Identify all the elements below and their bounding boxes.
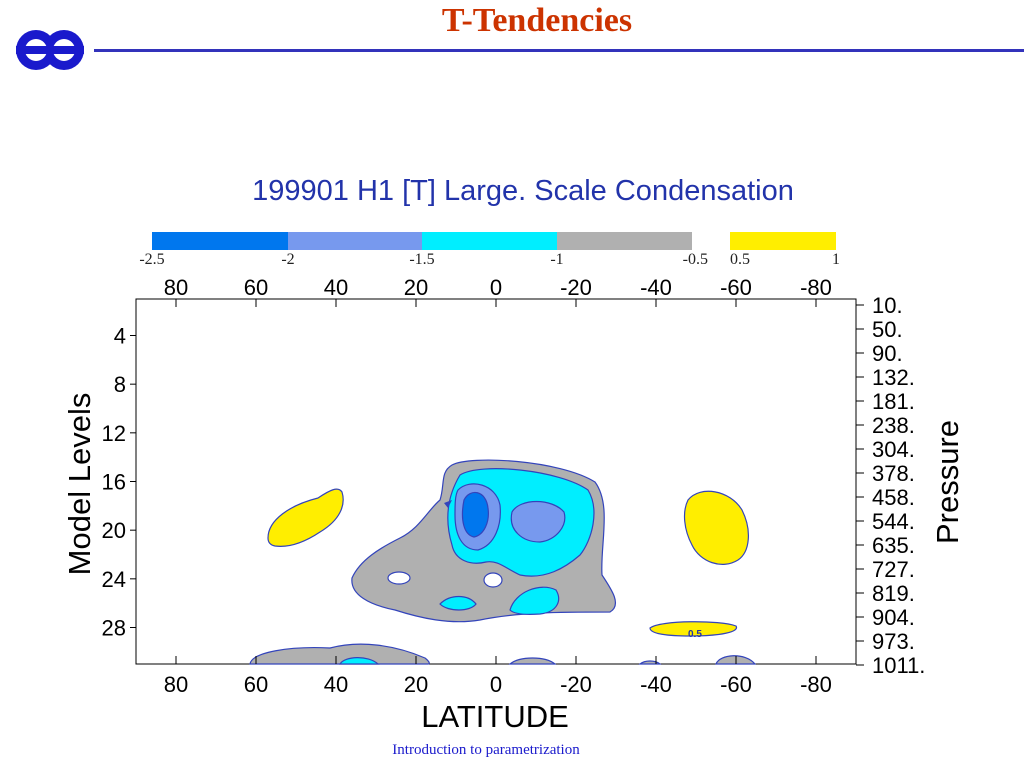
colorbar-tick-label: -2.5 bbox=[139, 251, 164, 268]
x-tick-label: 20 bbox=[404, 672, 428, 697]
x-tick-label: -80 bbox=[800, 275, 832, 300]
contour-label: 0.5 bbox=[688, 629, 702, 640]
x-tick-label: -40 bbox=[640, 275, 672, 300]
ecmwf-logo bbox=[16, 30, 84, 70]
slide-footer: Introduction to parametrization bbox=[392, 742, 580, 758]
y-tick-label: 16 bbox=[102, 470, 126, 495]
colorbar-swatch bbox=[557, 232, 692, 250]
colorbar-swatch bbox=[152, 232, 288, 250]
pressure-tick-label: 181. bbox=[872, 389, 915, 414]
x-tick-label: 40 bbox=[324, 672, 348, 697]
contour-hole bbox=[483, 572, 503, 588]
x-tick-label: 80 bbox=[164, 275, 188, 300]
contour-marker bbox=[444, 500, 452, 508]
pressure-tick-label: 132. bbox=[872, 365, 915, 390]
colorbar-swatch bbox=[730, 232, 836, 250]
colorbar-swatch bbox=[288, 232, 422, 250]
colorbar: -2.5 -2 -1.5 -1 -0.5 0.5 1 bbox=[139, 232, 840, 268]
y-tick-label: 8 bbox=[114, 372, 126, 397]
y-tick-label: 12 bbox=[102, 421, 126, 446]
y-axis-left-label: Model Levels bbox=[62, 393, 97, 576]
x-tick-label: -60 bbox=[720, 672, 752, 697]
x-tick-label: -20 bbox=[560, 275, 592, 300]
pressure-tick-label: 635. bbox=[872, 533, 915, 558]
contour-hole bbox=[387, 571, 411, 585]
y-axis-right-label: Pressure bbox=[930, 420, 965, 544]
x-tick-label: 60 bbox=[244, 275, 268, 300]
contour-region bbox=[509, 586, 560, 615]
pressure-tick-label: 1011. bbox=[872, 653, 925, 678]
x-tick-label: -20 bbox=[560, 672, 592, 697]
pressure-tick-label: 904. bbox=[872, 605, 915, 630]
contour-region bbox=[510, 501, 566, 543]
x-tick-label: 0 bbox=[490, 672, 502, 697]
x-tick-label: 80 bbox=[164, 672, 188, 697]
title-rule bbox=[94, 49, 1024, 52]
contour-region bbox=[461, 491, 489, 538]
x-tick-label: 40 bbox=[324, 275, 348, 300]
pressure-tick-label: 973. bbox=[872, 629, 915, 654]
y-tick-label: 28 bbox=[102, 616, 126, 641]
pressure-tick-label: 90. bbox=[872, 341, 903, 366]
x-tick-label: -80 bbox=[800, 672, 832, 697]
colorbar-tick-label: 0.5 bbox=[730, 251, 750, 268]
contour-region bbox=[508, 657, 557, 665]
x-axis-top: 80 60 40 20 0 -20 -40 -60 -80 bbox=[164, 275, 832, 307]
contour-region bbox=[683, 490, 749, 565]
y-tick-label: 24 bbox=[102, 567, 126, 592]
colorbar-tick-label: 1 bbox=[832, 251, 840, 268]
colorbar-swatch bbox=[422, 232, 557, 250]
y-tick-label: 20 bbox=[102, 518, 126, 543]
contour-region bbox=[267, 488, 344, 547]
colorbar-tick-label: -0.5 bbox=[683, 251, 708, 268]
x-tick-label: -40 bbox=[640, 672, 672, 697]
pressure-tick-label: 10. bbox=[872, 293, 903, 318]
contour-regions bbox=[249, 459, 757, 665]
pressure-tick-label: 458. bbox=[872, 485, 915, 510]
contour-region bbox=[439, 595, 477, 611]
pressure-tick-label: 378. bbox=[872, 461, 915, 486]
contour-region bbox=[649, 621, 738, 637]
contour-region bbox=[249, 643, 430, 665]
pressure-tick-label: 544. bbox=[872, 509, 915, 534]
pressure-tick-label: 727. bbox=[872, 557, 915, 582]
x-tick-label: 0 bbox=[490, 275, 502, 300]
colorbar-tick-label: -2 bbox=[281, 251, 294, 268]
contour-region bbox=[638, 660, 662, 665]
y-axis-left: 4 8 12 16 20 24 28 bbox=[102, 324, 136, 641]
x-tick-label: -60 bbox=[720, 275, 752, 300]
colorbar-tick-label: -1 bbox=[550, 251, 563, 268]
y-tick-label: 4 bbox=[114, 324, 126, 349]
x-axis-bottom: 80 60 40 20 0 -20 -40 -60 -80 bbox=[164, 656, 832, 697]
chart-title: 199901 H1 [T] Large. Scale Condensation bbox=[252, 175, 794, 207]
contour-region bbox=[338, 657, 380, 665]
colorbar-tick-label: -1.5 bbox=[409, 251, 434, 268]
y-axis-right: 10.50.90.132.181.238.304.378.458.544.635… bbox=[856, 293, 925, 678]
slide-title: T-Tendencies bbox=[441, 2, 633, 39]
x-tick-label: 60 bbox=[244, 672, 268, 697]
x-axis-label: LATITUDE bbox=[421, 699, 569, 734]
pressure-tick-label: 304. bbox=[872, 437, 915, 462]
pressure-tick-label: 50. bbox=[872, 317, 903, 342]
pressure-tick-label: 238. bbox=[872, 413, 915, 438]
x-tick-label: 20 bbox=[404, 275, 428, 300]
pressure-tick-label: 819. bbox=[872, 581, 915, 606]
